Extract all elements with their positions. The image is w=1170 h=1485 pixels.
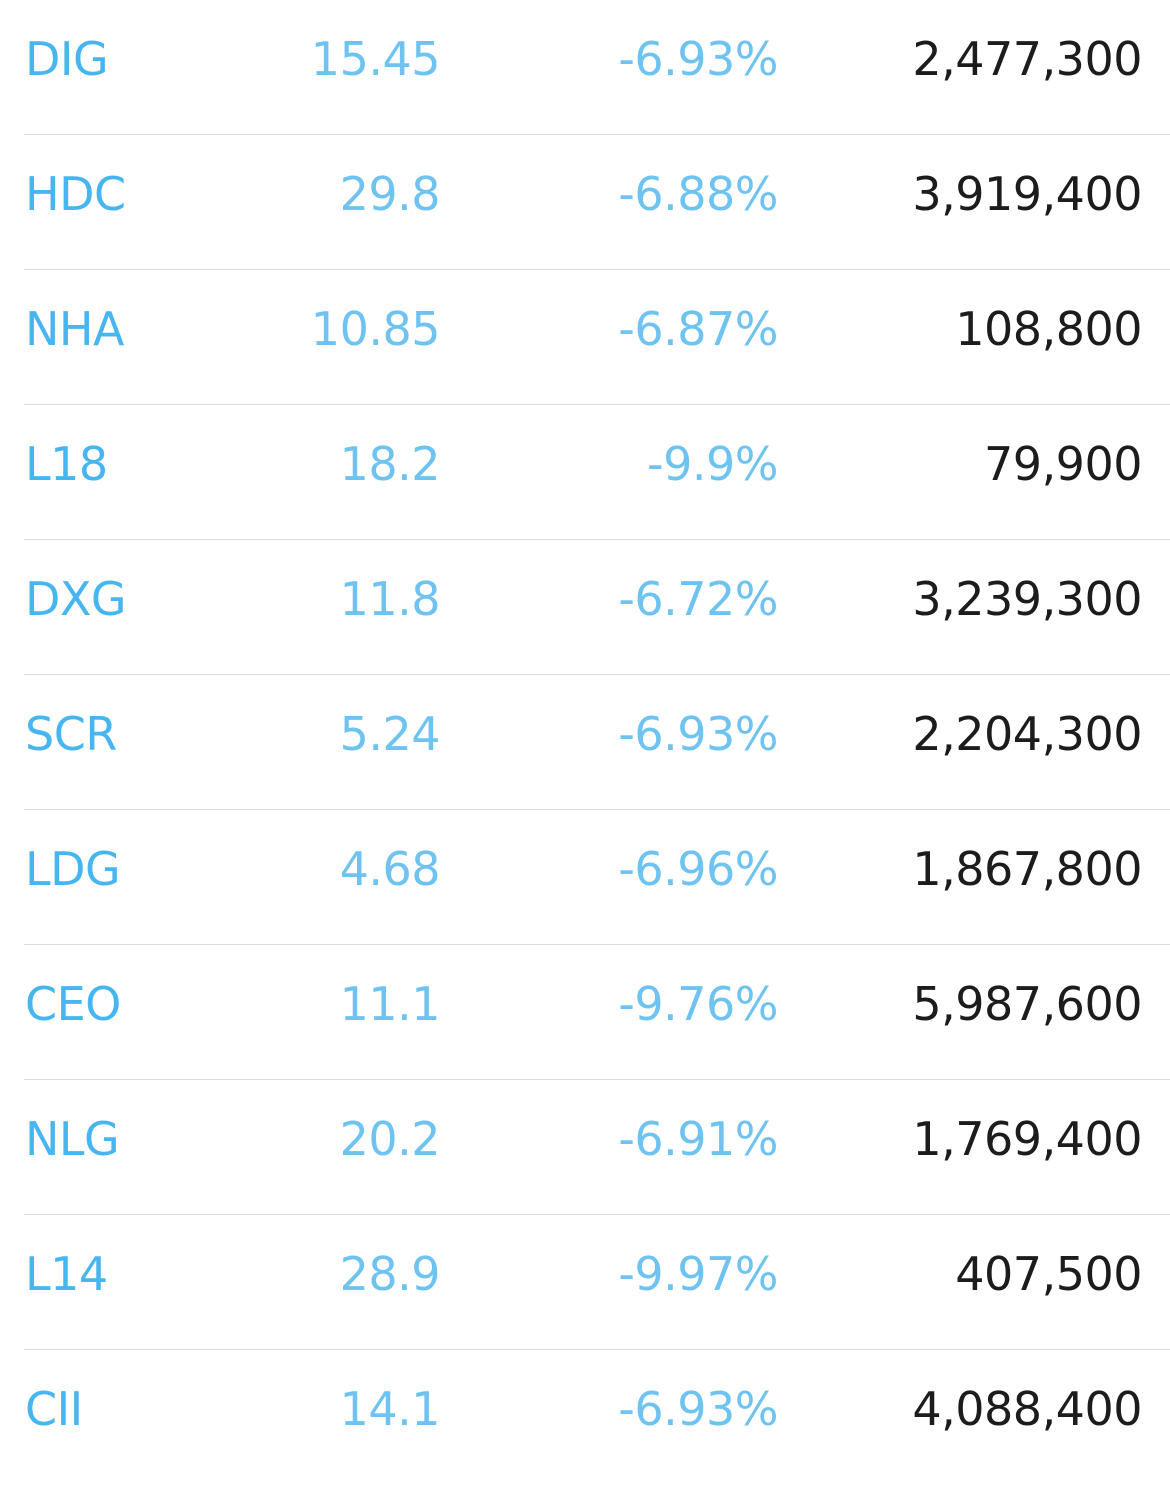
stock-volume: 2,477,300 — [912, 32, 1142, 86]
stock-volume: 1,867,800 — [912, 842, 1142, 896]
stock-price: 15.45 — [310, 32, 441, 86]
stock-row[interactable]: DIG 15.45 -6.93% 2,477,300 — [24, 0, 1170, 135]
stock-price: 29.8 — [339, 167, 441, 221]
stock-price: 5.24 — [339, 707, 441, 761]
stock-change-percent: -6.93% — [618, 1382, 778, 1436]
stock-volume: 1,769,400 — [912, 1112, 1142, 1166]
stock-volume: 2,204,300 — [912, 707, 1142, 761]
stock-symbol: LDG — [25, 842, 121, 896]
stock-symbol: CII — [25, 1382, 83, 1436]
stock-symbol: NLG — [25, 1112, 120, 1166]
stock-price: 10.85 — [310, 302, 441, 356]
stock-row[interactable]: NLG 20.2 -6.91% 1,769,400 — [24, 1080, 1170, 1215]
stock-row[interactable]: SCR 5.24 -6.93% 2,204,300 — [24, 675, 1170, 810]
stock-symbol: HDC — [25, 167, 126, 221]
stock-change-percent: -6.87% — [618, 302, 778, 356]
stock-symbol: L14 — [25, 1247, 108, 1301]
stock-volume: 3,239,300 — [912, 572, 1142, 626]
stock-volume: 79,900 — [984, 437, 1142, 491]
stock-symbol: SCR — [25, 707, 117, 761]
stock-change-percent: -6.72% — [618, 572, 778, 626]
stock-row[interactable]: HDC 29.8 -6.88% 3,919,400 — [24, 135, 1170, 270]
stock-row[interactable]: LDG 4.68 -6.96% 1,867,800 — [24, 810, 1170, 945]
stock-change-percent: -9.9% — [647, 437, 778, 491]
stock-symbol: L18 — [25, 437, 108, 491]
stock-price: 18.2 — [339, 437, 441, 491]
stock-volume: 4,088,400 — [912, 1382, 1142, 1436]
stock-price: 11.1 — [339, 977, 441, 1031]
stock-price: 28.9 — [339, 1247, 441, 1301]
stock-row[interactable]: L18 18.2 -9.9% 79,900 — [24, 405, 1170, 540]
stock-change-percent: -6.91% — [618, 1112, 778, 1166]
stock-volume: 3,919,400 — [912, 167, 1142, 221]
stock-symbol: CEO — [25, 977, 121, 1031]
stock-volume: 5,987,600 — [912, 977, 1142, 1031]
stock-price: 14.1 — [339, 1382, 441, 1436]
stock-row[interactable]: L14 28.9 -9.97% 407,500 — [24, 1215, 1170, 1350]
stock-price: 20.2 — [339, 1112, 441, 1166]
stock-row[interactable]: NHA 10.85 -6.87% 108,800 — [24, 270, 1170, 405]
stock-row[interactable]: CEO 11.1 -9.76% 5,987,600 — [24, 945, 1170, 1080]
stock-change-percent: -9.76% — [618, 977, 778, 1031]
stock-change-percent: -6.96% — [618, 842, 778, 896]
stock-change-percent: -6.93% — [618, 32, 778, 86]
stock-symbol: NHA — [25, 302, 124, 356]
stock-symbol: DIG — [25, 32, 109, 86]
stock-price: 4.68 — [339, 842, 441, 896]
stock-change-percent: -6.93% — [618, 707, 778, 761]
stock-row[interactable]: CII 14.1 -6.93% 4,088,400 — [24, 1350, 1170, 1485]
stock-price: 11.8 — [339, 572, 441, 626]
stock-change-percent: -9.97% — [618, 1247, 778, 1301]
stock-row[interactable]: DXG 11.8 -6.72% 3,239,300 — [24, 540, 1170, 675]
stock-change-percent: -6.88% — [618, 167, 778, 221]
stock-symbol: DXG — [25, 572, 127, 626]
stock-volume: 407,500 — [955, 1247, 1142, 1301]
stock-volume: 108,800 — [955, 302, 1142, 356]
